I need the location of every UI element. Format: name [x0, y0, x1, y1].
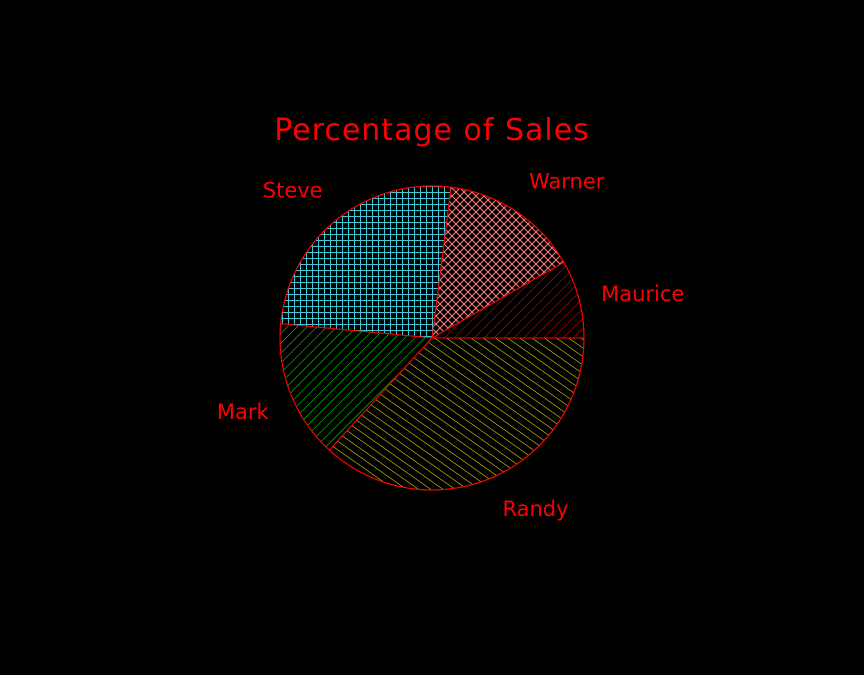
slice-labels: Maurice Warner Steve Mark Randy	[217, 169, 684, 521]
slice-label-mark: Mark	[217, 400, 270, 424]
chart-title: Percentage of Sales	[274, 113, 590, 148]
pie-outline	[279, 185, 585, 491]
slice-label-steve: Steve	[263, 178, 323, 202]
pie-slices	[279, 185, 585, 491]
slice-label-randy: Randy	[503, 497, 569, 521]
slice-label-maurice: Maurice	[601, 282, 684, 306]
slice-label-warner: Warner	[529, 169, 605, 193]
pie-slice-steve	[280, 185, 452, 339]
